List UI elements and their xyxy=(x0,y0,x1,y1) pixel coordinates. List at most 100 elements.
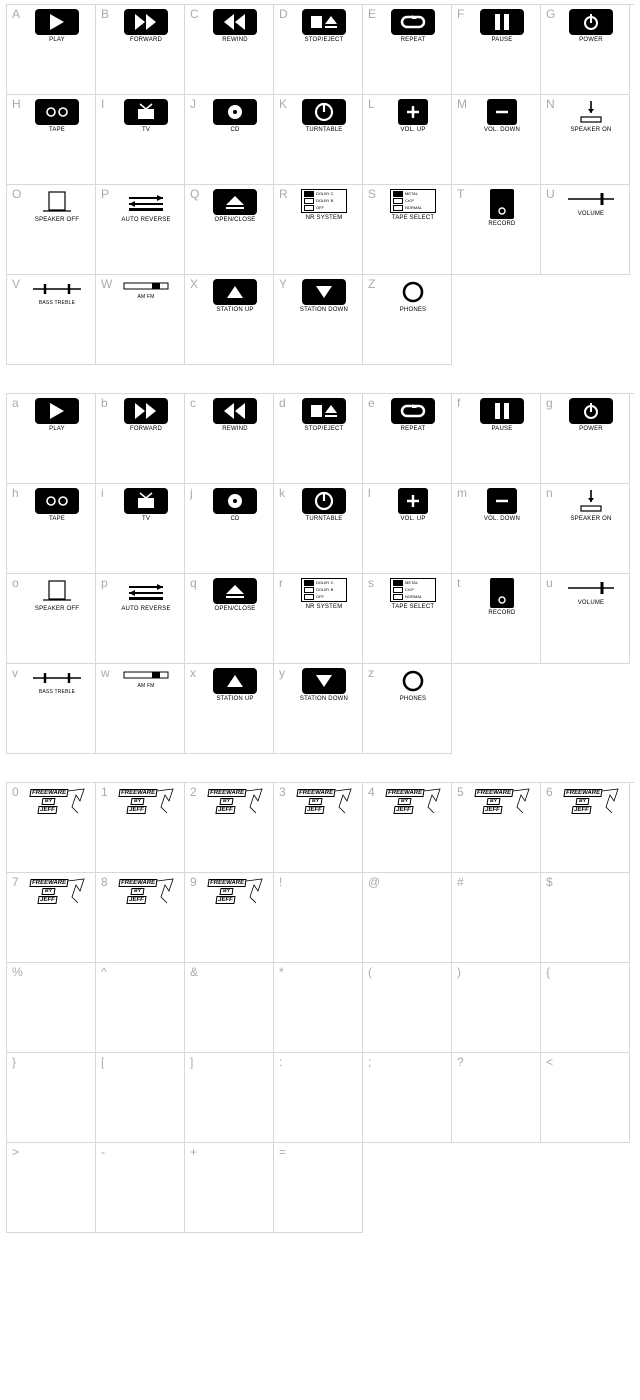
char-cell: ) xyxy=(452,963,541,1053)
glyph-freeware: FREEWARE BY JEFF xyxy=(472,787,532,817)
char-cell: c REWIND xyxy=(185,394,274,484)
glyph-label: TAPE xyxy=(49,516,65,523)
freeware-line1: FREEWARE xyxy=(118,789,157,797)
char-cell: = xyxy=(274,1143,363,1233)
freeware-logo: FREEWARE BY JEFF xyxy=(28,877,86,907)
char-cell: E REPEAT xyxy=(363,5,452,95)
glyph-label: OPEN/CLOSE xyxy=(214,217,255,224)
char-key: ? xyxy=(457,1055,464,1069)
glyph-phones: PHONES xyxy=(383,279,443,314)
char-key: 8 xyxy=(101,875,108,889)
char-cell: x STATION UP xyxy=(185,664,274,754)
char-key: ^ xyxy=(101,965,107,979)
glyph-tapeselect: METAL CrO² NORMAL TAPE SELECT xyxy=(383,578,443,611)
glyph-speakeroff: SPEAKER OFF xyxy=(27,578,87,613)
freeware-line3: JEFF xyxy=(126,806,146,814)
char-key: j xyxy=(190,486,193,500)
freeware-logo: FREEWARE BY JEFF xyxy=(562,787,620,817)
char-cell: X STATION UP xyxy=(185,275,274,365)
glyph-label: AM FM xyxy=(137,684,154,690)
glyph-label: NR SYSTEM xyxy=(306,215,343,222)
glyph-label: REWIND xyxy=(222,37,248,44)
glyph-label: POWER xyxy=(579,426,603,433)
freeware-line1: FREEWARE xyxy=(29,789,68,797)
char-cell: ( xyxy=(363,963,452,1053)
freeware-line2: BY xyxy=(131,798,145,805)
freeware-logo: FREEWARE BY JEFF xyxy=(117,877,175,907)
blank-cell xyxy=(452,1143,541,1233)
char-cell: + xyxy=(185,1143,274,1233)
char-key: n xyxy=(546,486,553,500)
char-key: O xyxy=(12,187,21,201)
char-key: = xyxy=(279,1145,286,1159)
freeware-line3: JEFF xyxy=(215,806,235,814)
char-key: * xyxy=(279,965,284,979)
char-key: k xyxy=(279,486,285,500)
glyph-label: REPEAT xyxy=(401,426,426,433)
freeware-line3: JEFF xyxy=(37,806,57,814)
char-cell: H TAPE xyxy=(7,95,96,185)
glyph-stopeject: STOP/EJECT xyxy=(294,398,354,433)
glyph-amfm: AM FM xyxy=(116,668,176,690)
char-key: + xyxy=(190,1145,197,1159)
glyph-openclose: OPEN/CLOSE xyxy=(205,189,265,224)
freeware-logo: FREEWARE BY JEFF xyxy=(28,787,86,817)
glyph-label: NR SYSTEM xyxy=(306,604,343,611)
glyph-freeware: FREEWARE BY JEFF xyxy=(383,787,443,817)
char-key: z xyxy=(368,666,374,680)
glyph-tape: TAPE xyxy=(27,488,87,523)
glyph-label: STATION UP xyxy=(216,696,253,703)
char-key: e xyxy=(368,396,375,410)
glyph-label: SPEAKER ON xyxy=(570,516,611,523)
char-key: { xyxy=(546,965,550,979)
char-key: i xyxy=(101,486,104,500)
glyph-play: PLAY xyxy=(27,398,87,433)
char-key: Z xyxy=(368,277,375,291)
glyph-freeware: FREEWARE BY JEFF xyxy=(116,877,176,907)
freeware-logo: FREEWARE BY JEFF xyxy=(117,787,175,817)
char-key: 5 xyxy=(457,785,464,799)
char-key: $ xyxy=(546,875,553,889)
char-cell: L VOL. UP xyxy=(363,95,452,185)
glyph-basstreble: BASS TREBLE xyxy=(27,668,87,696)
char-key: D xyxy=(279,7,288,21)
glyph-label: POWER xyxy=(579,37,603,44)
char-cell: u VOLUME xyxy=(541,574,630,664)
glyph-label: REPEAT xyxy=(401,37,426,44)
glyph-label: FORWARD xyxy=(130,37,162,44)
char-key: H xyxy=(12,97,21,111)
freeware-line2: BY xyxy=(42,798,56,805)
glyph-label: VOL. UP xyxy=(400,127,425,134)
char-key: R xyxy=(279,187,288,201)
freeware-line2: BY xyxy=(131,888,145,895)
char-grid: a PLAY b FORWARD c REWIND d STOP/EJECT e… xyxy=(6,393,634,754)
glyph-stopeject: STOP/EJECT xyxy=(294,9,354,44)
glyph-speakeroff: SPEAKER OFF xyxy=(27,189,87,224)
blank-cell xyxy=(363,1143,452,1233)
blank-cell xyxy=(452,275,541,365)
glyph-volup: VOL. UP xyxy=(383,99,443,134)
char-cell: g POWER xyxy=(541,394,630,484)
char-cell: d STOP/EJECT xyxy=(274,394,363,484)
char-key: c xyxy=(190,396,196,410)
glyph-label: SPEAKER OFF xyxy=(35,217,79,224)
freeware-line2: BY xyxy=(398,798,412,805)
char-key: > xyxy=(12,1145,19,1159)
glyph-nrsystem: DOLBY C DOLBY B OFF NR SYSTEM xyxy=(294,189,354,222)
freeware-logo: FREEWARE BY JEFF xyxy=(295,787,353,817)
glyph-pause: PAUSE xyxy=(472,398,532,433)
glyph-tv: TV xyxy=(116,488,176,523)
char-cell: o SPEAKER OFF xyxy=(7,574,96,664)
glyph-play: PLAY xyxy=(27,9,87,44)
char-key: Y xyxy=(279,277,287,291)
char-cell: ^ xyxy=(96,963,185,1053)
char-key: N xyxy=(546,97,555,111)
grid-section: a PLAY b FORWARD c REWIND d STOP/EJECT e… xyxy=(6,393,634,754)
glyph-label: TAPE SELECT xyxy=(392,215,434,222)
char-cell: : xyxy=(274,1053,363,1143)
char-cell: ; xyxy=(363,1053,452,1143)
char-key: # xyxy=(457,875,464,889)
glyph-turntable: TURNTABLE xyxy=(294,488,354,523)
glyph-freeware: FREEWARE BY JEFF xyxy=(294,787,354,817)
char-key: q xyxy=(190,576,197,590)
